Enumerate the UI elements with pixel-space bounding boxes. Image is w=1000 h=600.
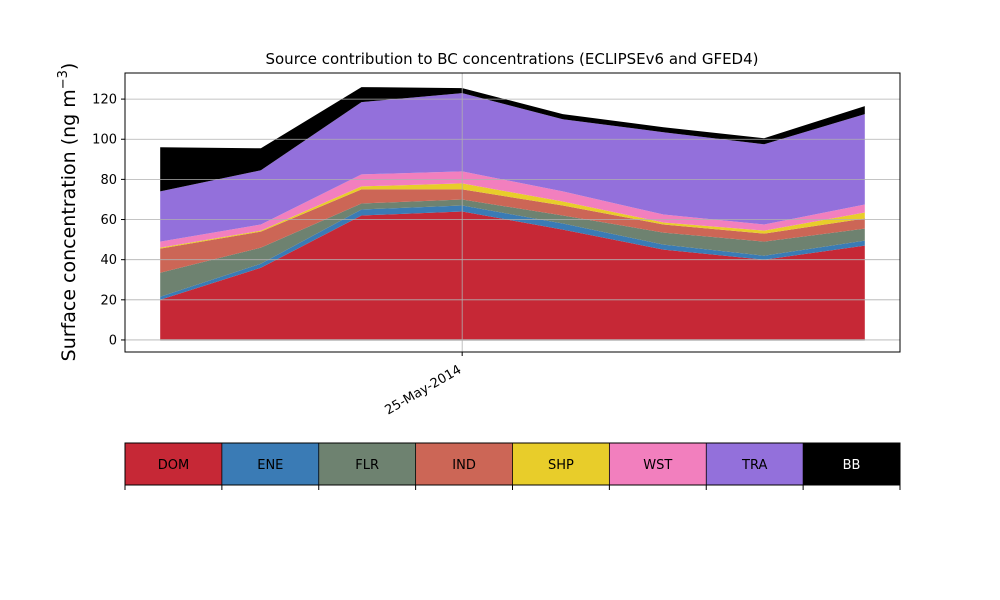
y-tick-label: 120 xyxy=(92,93,117,108)
legend-swatch-flr xyxy=(318,443,416,485)
legend-label-wst: WST xyxy=(643,458,672,473)
area-flr xyxy=(160,199,865,297)
legend-label-dom: DOM xyxy=(158,458,189,473)
y-tick-label: 100 xyxy=(92,133,117,148)
legend-label-flr: FLR xyxy=(355,458,379,473)
legend: DOM ENE FLR IND SHP WST TRA BB xyxy=(124,442,901,490)
area-ene xyxy=(160,205,865,300)
y-axis-label: Surface concentration (ng m−3) xyxy=(56,63,80,362)
legend-label-ene: ENE xyxy=(257,458,283,473)
legend-swatch-shp xyxy=(512,443,610,485)
legend-label-ind: IND xyxy=(452,458,476,473)
legend-swatch-ene xyxy=(221,443,319,485)
legend-label-bb: BB xyxy=(843,458,861,473)
y-tick-label: 40 xyxy=(100,253,117,268)
axes-frame xyxy=(124,72,901,353)
legend-swatch-tra xyxy=(706,443,804,485)
y-tick-label: 20 xyxy=(100,293,117,308)
legend-swatch-ind xyxy=(415,443,513,485)
legend-swatch-wst xyxy=(609,443,707,485)
legend-swatch-dom xyxy=(125,443,222,485)
area-wst xyxy=(160,171,865,248)
area-tra xyxy=(160,93,865,242)
y-tick-label: 80 xyxy=(100,173,117,188)
y-axis-label-suffix: ) xyxy=(58,63,80,70)
y-axis-label-exponent: −3 xyxy=(56,70,71,89)
y-axis-label-text: Surface concentration (ng m xyxy=(58,89,80,361)
area-bb xyxy=(160,87,865,192)
area-shp xyxy=(160,183,865,249)
y-tick-label: 0 xyxy=(109,333,117,348)
area-ind xyxy=(160,189,865,273)
legend-frame xyxy=(124,442,901,486)
legend-label-tra: TRA xyxy=(741,458,767,473)
x-tick-label: 25-May-2014 xyxy=(382,362,464,418)
legend-swatch-bb xyxy=(803,443,900,485)
legend-label-shp: SHP xyxy=(548,458,574,473)
chart-title: Source contribution to BC concentrations… xyxy=(265,50,758,68)
area-dom xyxy=(160,211,865,340)
y-tick-label: 60 xyxy=(100,213,117,228)
plot-area: 0 20 40 60 80 100 120 25-May-2014 xyxy=(92,72,901,418)
